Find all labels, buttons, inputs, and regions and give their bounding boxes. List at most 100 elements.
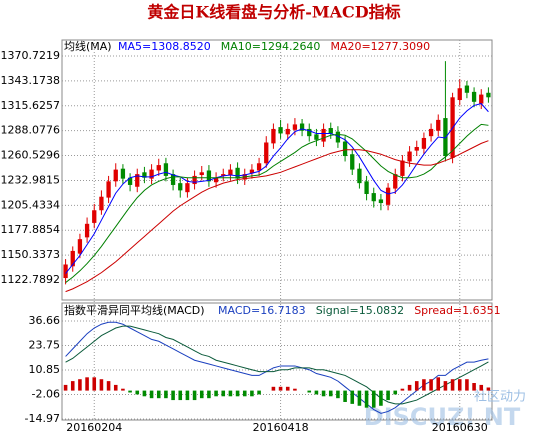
y-tick-label: 1150.3373	[1, 248, 61, 261]
candle-body	[479, 94, 484, 104]
candle-body	[321, 128, 326, 142]
histogram-bar	[99, 379, 104, 391]
candle-body	[486, 92, 491, 98]
histogram-bar	[235, 390, 240, 397]
histogram-bar	[164, 390, 168, 399]
candle-body	[292, 124, 298, 130]
histogram-bar	[257, 390, 261, 395]
histogram-bar	[422, 379, 426, 391]
histogram-bar	[336, 390, 340, 399]
histogram-bar	[328, 390, 333, 397]
legend-entry: Signal=15.0832	[316, 304, 405, 317]
histogram-bar	[113, 384, 118, 391]
candle-body	[149, 169, 154, 179]
x-tick-label: 20160204	[66, 421, 122, 434]
candle-body	[185, 183, 190, 193]
histogram-bar	[106, 381, 111, 391]
histogram-bar	[357, 390, 362, 406]
candle-body	[221, 174, 226, 176]
histogram-bar	[207, 390, 211, 399]
y-tick-label: 1122.7892	[1, 273, 61, 286]
macd-panel	[61, 302, 493, 421]
histogram-bar	[78, 379, 82, 391]
histogram-bar	[92, 377, 97, 391]
legend-entry: MA20=1277.3090	[330, 40, 430, 53]
histogram-bar	[465, 379, 469, 391]
histogram-bar	[135, 390, 140, 395]
y-tick-label: 36.66	[29, 314, 61, 327]
candle-body	[84, 223, 90, 238]
candle-body	[92, 210, 97, 223]
candle-body	[278, 127, 283, 134]
histogram-bar	[271, 386, 276, 391]
candle-body	[199, 172, 204, 176]
line	[65, 325, 489, 405]
candle-body	[371, 193, 376, 202]
candle-body	[400, 160, 405, 176]
histogram-bar	[156, 390, 161, 399]
histogram-bar	[85, 377, 89, 391]
candle-body	[335, 131, 341, 143]
candle-body	[271, 128, 276, 144]
candle-body	[142, 172, 147, 178]
histogram-bar	[371, 390, 376, 408]
histogram-bar	[379, 390, 383, 406]
candle-body	[235, 167, 240, 179]
histogram-bar	[386, 390, 390, 401]
histogram-bar	[343, 390, 347, 402]
histogram-bar	[486, 387, 491, 391]
histogram-bar	[242, 390, 247, 397]
candle-body	[127, 177, 133, 185]
candle-body	[70, 250, 75, 267]
y-tick-label: 23.75	[29, 339, 61, 352]
histogram-bar	[457, 379, 462, 391]
candle-body	[213, 177, 219, 183]
y-tick-label: 1232.9815	[1, 173, 61, 186]
candle-body	[350, 154, 355, 170]
histogram-bar	[63, 384, 68, 391]
chart-title: 黄金日K线看盘与分析-MACD指标	[147, 3, 400, 22]
histogram-bar	[185, 390, 190, 401]
candle-body	[314, 134, 319, 140]
candle-body	[106, 181, 111, 198]
candle-body	[428, 128, 434, 137]
histogram-bar	[321, 390, 326, 397]
histogram-bar	[400, 388, 405, 391]
macd-title: 指数平滑异同平均线(MACD)	[64, 303, 205, 317]
histogram-bar	[171, 390, 175, 401]
y-tick-label: 1343.1738	[1, 74, 61, 87]
candle-body	[249, 169, 255, 174]
y-tick-label: 10.85	[29, 363, 61, 376]
watermark-sub: 社区动力	[474, 389, 526, 405]
y-tick-label: 1315.6257	[1, 99, 61, 112]
y-tick-label: -14.97	[25, 412, 60, 425]
watermark: DISCUZ! NT	[364, 403, 521, 431]
candle-body	[443, 118, 448, 157]
histogram-bar	[128, 390, 132, 393]
histogram-bar	[178, 390, 183, 401]
legend-entry: Spread=1.6351	[414, 304, 500, 317]
line	[65, 321, 489, 414]
candle-body	[407, 151, 412, 162]
candle-body	[385, 187, 391, 205]
candle-body	[299, 123, 305, 131]
histogram-bar	[450, 379, 455, 391]
histogram-bar	[307, 390, 312, 393]
histogram-bar	[142, 390, 147, 397]
legend-title: 均线(MA)	[64, 39, 112, 53]
histogram-bar	[293, 388, 297, 391]
histogram-bar	[149, 390, 154, 399]
x-tick-label: 20160418	[253, 421, 309, 434]
candle-body	[421, 137, 427, 149]
candle-body	[170, 174, 176, 185]
histogram-bar	[228, 390, 233, 397]
candle-body	[464, 85, 470, 93]
histogram-bar	[199, 390, 204, 399]
candle-body	[256, 163, 262, 171]
y-tick-label: -2.06	[32, 388, 60, 401]
y-tick-label: 1205.4334	[1, 198, 61, 211]
line	[65, 103, 489, 274]
histogram-bar	[285, 386, 290, 391]
candle-body	[99, 196, 104, 211]
